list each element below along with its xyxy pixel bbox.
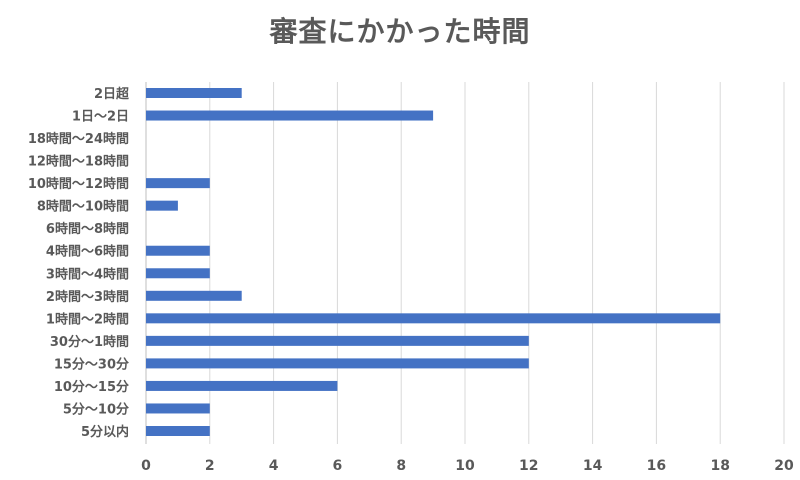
- category-label: 10時間～12時間: [28, 176, 129, 192]
- category-label: 18時間～24時間: [28, 131, 129, 147]
- bar: [146, 335, 529, 346]
- x-tick-label: 20: [774, 458, 794, 474]
- category-label: 30分～1時間: [50, 334, 129, 350]
- bar: [146, 200, 178, 211]
- bar: [146, 110, 434, 121]
- x-tick-label: 8: [396, 458, 406, 474]
- x-tick-labels: 0 2 4 6 8 10 12 14 16 18 20: [141, 458, 794, 474]
- x-tick-label: 4: [269, 458, 279, 474]
- x-tick-label: 18: [710, 458, 729, 474]
- gridlines: [145, 82, 785, 444]
- x-tick-label: 12: [519, 458, 538, 474]
- x-tick-label: 14: [583, 458, 603, 474]
- bar: [146, 358, 529, 369]
- bar: [146, 426, 210, 436]
- category-label: 15分～30分: [54, 356, 129, 372]
- category-label: 2日超: [94, 86, 130, 102]
- category-labels: 2日超 1日～2日 18時間～24時間 12時間～18時間 10時間～12時間 8時間～1…: [28, 86, 130, 440]
- x-tick-label: 2: [205, 458, 215, 474]
- category-label: 3時間～4時間: [46, 266, 129, 282]
- x-tick-label: 6: [333, 458, 343, 474]
- bar: [146, 245, 210, 256]
- category-label: 5分～10分: [63, 401, 129, 417]
- x-tick-label: 16: [647, 458, 666, 474]
- category-label: 12時間～18時間: [28, 154, 129, 170]
- bar: [146, 290, 242, 301]
- category-label: 10分～15分: [54, 379, 129, 395]
- category-label: 8時間～10時間: [37, 199, 129, 215]
- category-label: 2時間～3時間: [46, 289, 129, 305]
- bar: [146, 403, 210, 414]
- bars: [146, 88, 721, 436]
- category-label: 6時間～8時間: [46, 221, 129, 237]
- category-label: 1時間～2時間: [46, 311, 129, 327]
- category-label: 1日～2日: [72, 110, 129, 125]
- category-label: 5分以内: [81, 424, 129, 440]
- bar: [146, 268, 210, 279]
- bar: [146, 178, 210, 189]
- x-tick-label: 10: [455, 458, 475, 474]
- bar: [146, 313, 721, 324]
- category-label: 4時間～6時間: [46, 244, 129, 260]
- chart-title: 審査にかかった時間: [269, 15, 531, 48]
- bar: [146, 88, 242, 98]
- x-tick-label: 0: [141, 458, 151, 474]
- bar: [146, 380, 338, 391]
